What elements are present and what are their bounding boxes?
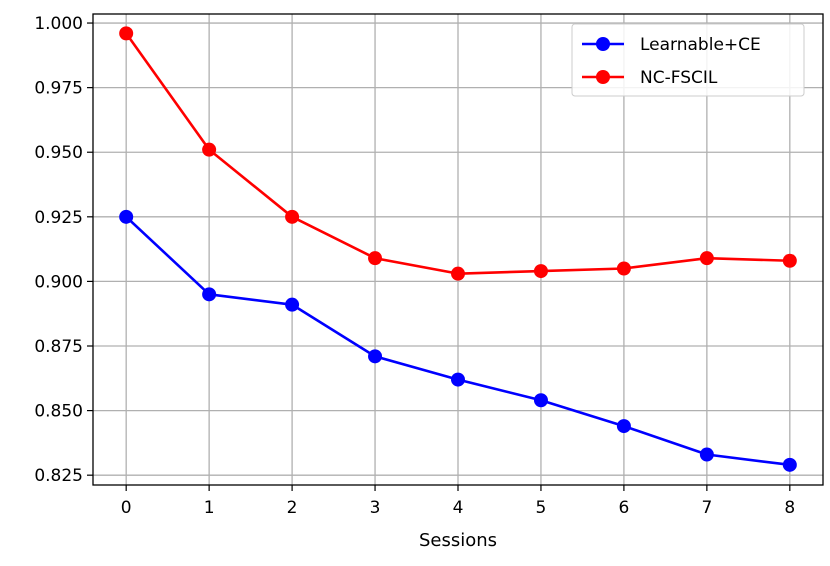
data-point: [533, 264, 548, 279]
data-point: [616, 419, 631, 434]
x-tick-label: 3: [370, 498, 381, 518]
legend-label: NC-FSCIL: [640, 68, 718, 88]
data-point: [451, 266, 465, 281]
legend-item: NC-FSCIL: [582, 68, 718, 88]
y-tick-label: 0.950: [34, 143, 83, 163]
series-learnable-ce: [119, 209, 797, 472]
x-tick-label: 0: [121, 498, 132, 518]
y-tick-label: 0.975: [34, 79, 83, 99]
data-point: [699, 447, 714, 462]
data-point: [368, 251, 383, 266]
data-point: [616, 261, 631, 276]
x-tick-label: 2: [287, 498, 298, 518]
series-nc-fscil: [119, 26, 797, 281]
data-point: [202, 142, 217, 157]
data-point: [699, 251, 714, 266]
y-tick-label: 0.850: [34, 402, 83, 422]
axis-ticks: 0 1 2 3 4 5 6 7 8 0.825 0.850 0.875 0.900 0.925 0.950 0…: [34, 14, 795, 518]
x-tick-label: 4: [453, 498, 464, 518]
grid-lines: [93, 14, 823, 485]
data-point: [119, 26, 134, 41]
x-tick-label: 1: [204, 498, 215, 518]
data-point: [202, 287, 217, 302]
legend-marker: [596, 37, 610, 51]
data-point: [782, 457, 797, 472]
legend-marker: [596, 70, 610, 84]
data-point: [451, 372, 465, 387]
data-point: [285, 209, 300, 224]
y-tick-label: 0.925: [34, 208, 83, 228]
legend-label: Learnable+CE: [640, 35, 761, 55]
legend: Learnable+CE NC-FSCIL: [571, 23, 805, 97]
x-tick-label: 7: [701, 498, 712, 518]
series-lines: [119, 26, 797, 472]
data-point: [368, 349, 383, 364]
x-axis-label: Sessions: [419, 530, 497, 551]
y-tick-label: 0.900: [34, 272, 83, 292]
data-point: [119, 209, 134, 224]
legend-item: Learnable+CE: [582, 35, 761, 55]
x-tick-label: 8: [784, 498, 795, 518]
y-tick-label: 1.000: [34, 14, 83, 34]
y-tick-label: 0.825: [34, 466, 83, 486]
data-point: [782, 253, 797, 268]
x-tick-label: 6: [618, 498, 629, 518]
y-tick-label: 0.875: [34, 337, 83, 357]
data-point: [533, 393, 548, 408]
data-point: [285, 297, 300, 312]
x-tick-label: 5: [536, 498, 547, 518]
legend-box: [571, 23, 805, 97]
